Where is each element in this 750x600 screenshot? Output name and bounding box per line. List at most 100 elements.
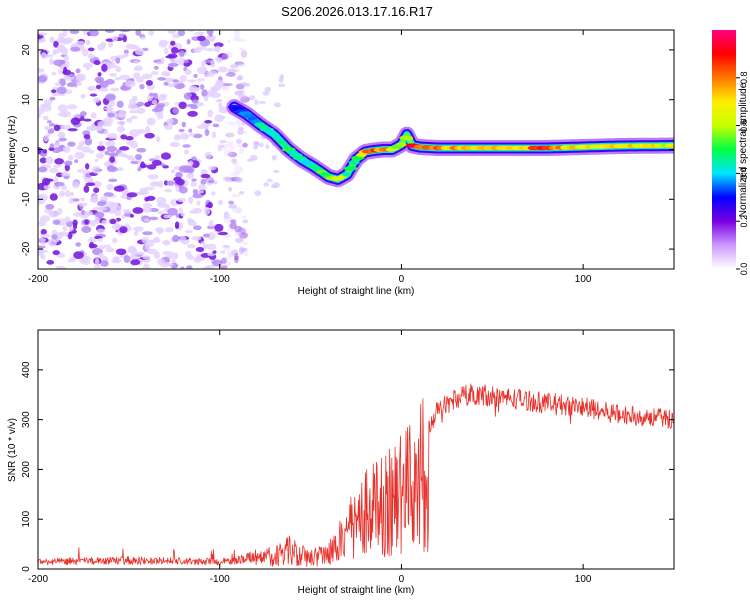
noise-blob	[42, 115, 49, 121]
spectrogram-x-label: Height of straight line (km)	[298, 286, 415, 297]
noise-blob	[204, 129, 210, 137]
noise-blob	[50, 89, 57, 94]
noise-blob	[91, 194, 99, 203]
noise-blob	[214, 45, 221, 53]
noise-blob	[254, 99, 259, 105]
noise-blob	[49, 96, 56, 101]
noise-blob	[122, 208, 131, 214]
noise-blob	[233, 165, 244, 174]
noise-blob	[140, 36, 146, 40]
noise-blob	[73, 251, 84, 260]
noise-blob	[220, 250, 226, 255]
noise-blob	[177, 197, 187, 203]
noise-blob	[196, 78, 205, 82]
noise-blob	[212, 123, 220, 128]
noise-blob	[273, 102, 281, 108]
noise-blob	[238, 191, 244, 195]
noise-blob	[38, 193, 49, 202]
noise-blob	[97, 72, 102, 77]
noise-blob	[134, 153, 143, 160]
noise-blob	[166, 180, 175, 186]
noise-blob	[197, 35, 206, 42]
colorbar-tick-label: 0.4	[739, 167, 749, 180]
noise-blob	[232, 161, 239, 166]
noise-blob	[234, 231, 243, 237]
snr-panel: -200 -100 0 100 0 100 200 300 400 Height of str…	[7, 329, 675, 596]
noise-blob	[129, 247, 138, 255]
noise-blob	[211, 191, 216, 196]
noise-blob	[53, 164, 62, 168]
noise-blob	[67, 154, 74, 161]
noise-blob	[135, 251, 146, 256]
noise-blob	[158, 180, 164, 188]
noise-blob	[80, 93, 86, 99]
noise-blob	[105, 79, 115, 85]
noise-blob	[200, 173, 211, 179]
noise-blob	[192, 189, 199, 195]
snr-x-label: Height of straight line (km)	[298, 585, 415, 596]
noise-blob	[180, 266, 185, 269]
noise-blob	[130, 115, 138, 120]
noise-blob	[85, 182, 96, 187]
noise-blob	[213, 42, 224, 48]
noise-blob	[188, 128, 193, 133]
noise-blob	[192, 133, 203, 139]
noise-blob	[187, 160, 194, 167]
noise-blob	[164, 124, 173, 131]
noise-blob	[186, 218, 193, 224]
noise-blob	[200, 169, 208, 175]
ridge-hotspot	[269, 132, 280, 137]
noise-blob	[228, 200, 235, 205]
noise-blob	[183, 59, 189, 64]
noise-blob	[59, 134, 65, 138]
noise-blob	[129, 140, 139, 149]
noise-blob	[204, 48, 216, 52]
noise-blob	[49, 36, 55, 43]
noise-blob	[156, 103, 166, 108]
spectrogram-y-tick-label: 20	[21, 44, 32, 56]
spectrogram-y-axis: -20 -10 0 10 20	[21, 44, 674, 256]
noise-blob	[126, 192, 138, 198]
noise-blob	[49, 58, 54, 66]
noise-blob	[241, 247, 248, 252]
noise-blob	[200, 178, 207, 186]
noise-blob	[163, 214, 170, 219]
noise-blob	[89, 241, 95, 249]
noise-blob	[242, 219, 249, 224]
noise-blob	[167, 30, 177, 35]
noise-blob	[107, 132, 118, 140]
noise-blob	[184, 149, 190, 155]
noise-blob	[141, 73, 153, 80]
noise-blob	[83, 134, 91, 140]
noise-blob	[249, 154, 258, 161]
noise-blob	[164, 204, 171, 209]
noise-blob	[139, 164, 148, 168]
noise-blob	[105, 247, 115, 253]
colorbar-tick-label: 0.8	[739, 72, 749, 85]
noise-blob	[193, 225, 202, 231]
noise-blob	[64, 160, 73, 166]
noise-blob	[235, 119, 244, 127]
noise-blob	[67, 231, 73, 240]
noise-blob	[143, 218, 150, 222]
noise-blob	[160, 152, 172, 160]
noise-blob	[108, 72, 118, 77]
noise-blob	[69, 30, 80, 35]
noise-blob	[188, 196, 194, 204]
noise-blob	[119, 146, 130, 151]
noise-blob	[51, 234, 58, 240]
noise-blob	[237, 227, 247, 233]
spectrogram-x-tick-label: -100	[210, 274, 230, 285]
noise-blob	[115, 248, 127, 256]
ridge-hotspot	[669, 143, 674, 148]
noise-blob	[179, 235, 187, 243]
noise-blob	[72, 198, 80, 202]
noise-blob	[155, 227, 165, 233]
noise-blob	[254, 190, 262, 197]
noise-blob	[213, 84, 222, 90]
noise-blob	[219, 144, 225, 148]
noise-blob	[103, 244, 111, 248]
noise-blob	[107, 112, 115, 118]
noise-blob	[103, 107, 115, 111]
noise-blob	[83, 185, 90, 193]
